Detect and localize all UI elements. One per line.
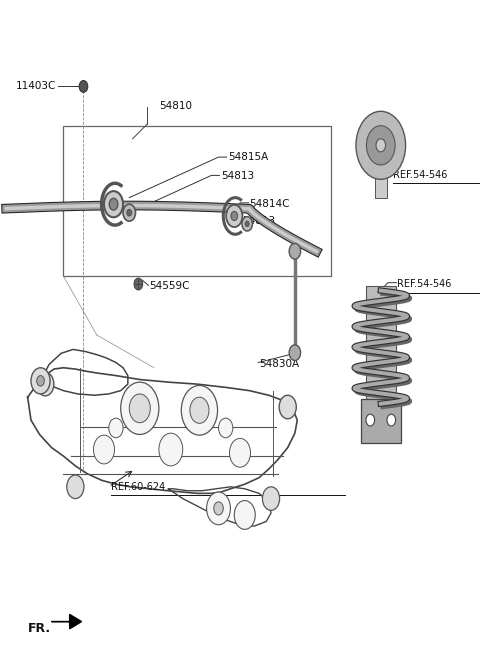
Circle shape — [104, 191, 123, 217]
Circle shape — [134, 278, 143, 290]
Circle shape — [366, 125, 395, 165]
Circle shape — [206, 492, 230, 525]
Circle shape — [231, 212, 238, 221]
Text: REF.54-546: REF.54-546 — [397, 279, 452, 289]
Circle shape — [289, 244, 300, 259]
Circle shape — [120, 382, 159, 434]
Text: 54830A: 54830A — [259, 359, 299, 369]
Circle shape — [218, 418, 233, 438]
Circle shape — [245, 221, 249, 227]
Circle shape — [226, 205, 242, 227]
Circle shape — [67, 475, 84, 499]
Circle shape — [123, 204, 135, 221]
Bar — [375, 148, 386, 198]
Circle shape — [234, 501, 255, 530]
Circle shape — [127, 210, 132, 216]
Circle shape — [279, 396, 296, 419]
Text: REF.54-546: REF.54-546 — [393, 170, 447, 180]
Text: 54815A: 54815A — [228, 152, 268, 162]
Circle shape — [190, 397, 209, 423]
Circle shape — [109, 198, 118, 210]
Circle shape — [109, 418, 123, 438]
Circle shape — [242, 217, 252, 231]
Circle shape — [229, 438, 251, 467]
Circle shape — [159, 433, 183, 466]
Circle shape — [356, 111, 406, 179]
Circle shape — [366, 414, 374, 426]
Circle shape — [31, 368, 50, 394]
Text: 54813: 54813 — [242, 215, 276, 225]
Circle shape — [214, 502, 223, 515]
Bar — [365, 286, 396, 401]
Text: 54559C: 54559C — [149, 281, 190, 291]
Text: 54813: 54813 — [221, 171, 254, 181]
Text: FR.: FR. — [28, 622, 51, 635]
Text: 54814C: 54814C — [250, 199, 290, 209]
Circle shape — [263, 487, 280, 510]
Text: REF.60-624: REF.60-624 — [111, 482, 166, 492]
Circle shape — [129, 394, 150, 422]
Bar — [361, 399, 401, 443]
Circle shape — [289, 345, 300, 361]
Text: 11403C: 11403C — [16, 81, 56, 91]
Circle shape — [94, 435, 115, 464]
Circle shape — [181, 386, 217, 435]
Circle shape — [376, 139, 385, 152]
Circle shape — [36, 373, 54, 396]
Circle shape — [79, 81, 88, 93]
Circle shape — [387, 414, 396, 426]
Bar — [63, 125, 331, 276]
Circle shape — [36, 376, 44, 386]
FancyArrow shape — [51, 614, 82, 629]
Text: 54810: 54810 — [159, 101, 192, 111]
